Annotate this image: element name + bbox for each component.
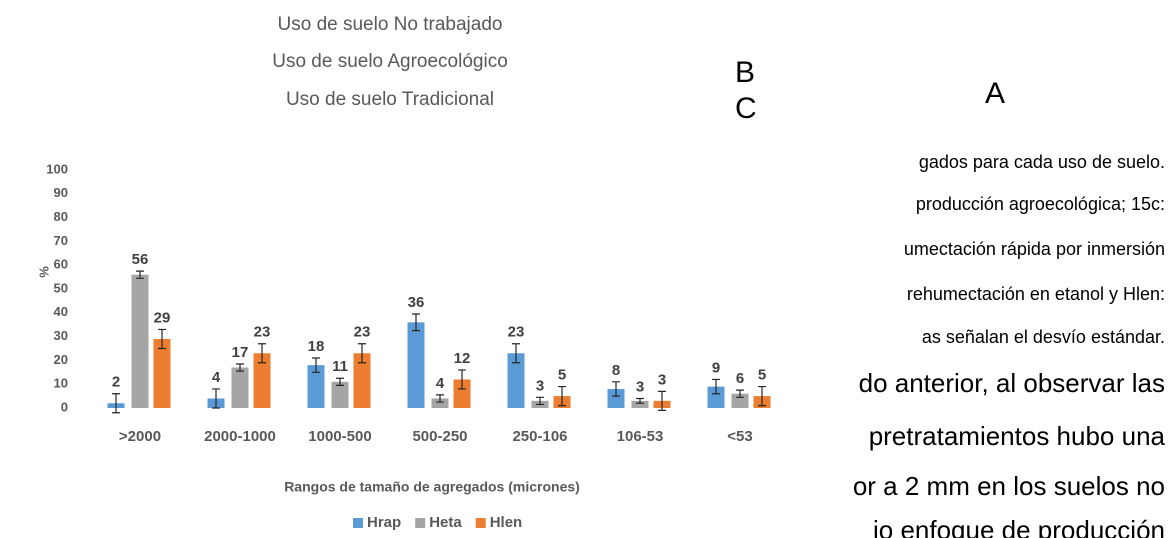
error-bar [736,389,744,398]
x-tick-label: 2000-1000 [204,428,276,445]
bar [231,367,249,408]
data-label: 36 [408,294,425,311]
chart-title: Uso de suelo Tradicional [286,89,494,110]
data-label: 56 [132,251,149,268]
data-label: 23 [254,324,271,341]
bar [631,400,649,408]
legend-label: Hlen [490,514,523,531]
error-bar [512,343,520,364]
body-text: or a 2 mm en los suelos no [853,471,1165,501]
y-axis-label: % [36,266,51,278]
bar [453,379,471,408]
y-tick-label: 70 [54,233,68,248]
legend-swatch [353,518,363,528]
bar [507,353,525,408]
data-label: 8 [612,362,620,379]
y-tick-label: 40 [54,304,68,319]
error-bar [112,393,120,414]
y-tick-label: 80 [54,209,68,224]
x-tick-label: 106-53 [617,428,664,445]
data-label: 6 [736,370,744,387]
data-label: 18 [308,338,325,355]
data-label: 2 [112,374,120,391]
error-bar [412,313,420,332]
error-bar [536,396,544,406]
data-label: 3 [536,377,544,394]
data-label: 17 [232,344,249,361]
error-bar [558,385,566,407]
error-bar [258,343,266,364]
bar [331,381,349,408]
legend-label: Hrap [367,514,401,531]
data-label: 23 [508,324,525,341]
y-tick-label: 0 [61,399,68,414]
body-text: rehumectación en etanol y Hlen: [907,284,1165,304]
data-label: 12 [454,350,471,367]
error-bar [712,378,720,395]
y-tick-label: 10 [54,376,68,391]
y-tick-label: 90 [54,185,68,200]
data-label: 3 [636,378,644,395]
bar [731,393,749,408]
body-text: pretratamientos hubo una [869,421,1166,451]
error-bar [658,390,666,411]
data-label: 5 [758,367,766,384]
error-bar [436,394,444,403]
y-tick-label: 60 [54,257,68,272]
legend-swatch [415,518,426,528]
data-label: 3 [658,371,666,388]
error-bar [236,363,244,372]
error-bar [136,270,144,279]
x-tick-label: 500-250 [412,428,467,445]
body-text: umectación rápida por inmersión [904,239,1165,259]
data-label: 4 [436,375,445,392]
error-bar [636,397,644,404]
figure-letter: C [735,92,757,125]
body-text: gados para cada uso de suelo. [919,152,1165,172]
bar [253,353,271,408]
bar [131,274,149,408]
data-label: 11 [332,358,348,375]
chart-title: Uso de suelo Agroecológico [272,51,508,72]
bar [707,386,725,408]
data-label: 23 [354,324,371,341]
x-tick-label: <53 [727,428,752,445]
figure-letter: A [985,77,1005,110]
data-label: 5 [558,367,566,384]
x-tick-label: 250-106 [512,428,567,445]
bar [353,353,371,408]
error-bar [758,385,766,407]
bar [607,388,625,408]
body-text: do anterior, al observar las [859,368,1165,398]
bar [431,398,449,408]
y-tick-label: 100 [46,161,68,176]
bar [307,365,325,408]
bar [153,338,171,408]
error-bar [358,343,366,364]
figure-letter: B [735,56,755,89]
data-label: 29 [154,309,171,326]
error-bar [336,377,344,386]
x-tick-label: 1000-500 [308,428,371,445]
y-tick-label: 30 [54,328,68,343]
error-bar [212,388,220,409]
chart-title: Uso de suelo No trabajado [278,14,503,35]
body-text: producción agroecológica; 15c: [916,194,1165,214]
y-tick-label: 20 [54,352,68,367]
bar [407,322,425,408]
error-bar [612,381,620,397]
data-label: 9 [712,359,720,376]
body-text: as señalan el desvío estándar. [922,327,1165,347]
error-bar [458,369,466,390]
body-text: io enfoque de producción [873,515,1165,538]
x-tick-label: >2000 [119,428,161,445]
x-axis-label: Rangos de tamaño de agregados (micrones) [284,479,580,495]
legend-swatch [475,518,486,528]
error-bar [312,357,320,373]
data-label: 4 [212,369,221,386]
legend-label: Heta [429,514,462,531]
error-bar [158,328,166,350]
y-tick-label: 50 [54,280,68,295]
